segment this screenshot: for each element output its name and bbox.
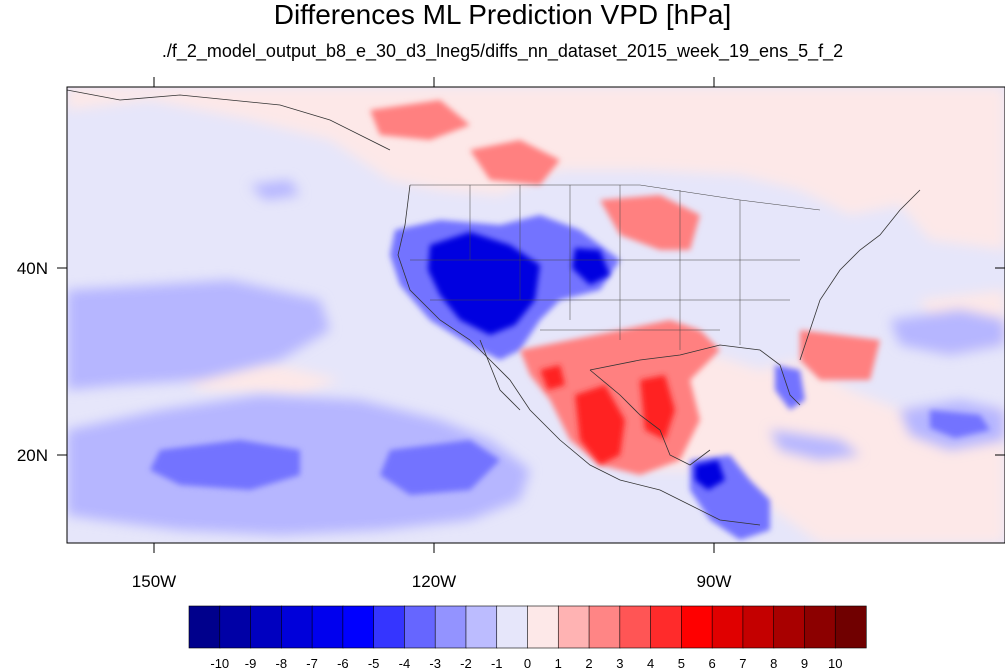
colorbar-label: 6 [709, 656, 716, 671]
colorbar-swatch [342, 605, 375, 649]
colorbar-label: 9 [801, 656, 808, 671]
colorbar-swatch [711, 605, 744, 649]
lon-label: 150W [132, 572, 176, 591]
lat-label: 20N [17, 446, 48, 465]
colorbar-label: 1 [555, 656, 562, 671]
colorbar-label: -7 [306, 656, 318, 671]
colorbar-label: 3 [616, 656, 623, 671]
colorbar-swatch [650, 605, 682, 649]
map-frame [66, 86, 1005, 544]
colorbar-swatch [373, 605, 406, 649]
colorbar-swatch [465, 605, 498, 649]
colorbar-label: -10 [210, 656, 229, 671]
colorbar-label: 8 [770, 656, 777, 671]
colorbar-label: 4 [647, 656, 654, 671]
state-borders [410, 184, 821, 350]
lon-label: 120W [412, 572, 456, 591]
colorbar-swatch [219, 605, 252, 649]
colorbar-swatch [527, 605, 559, 649]
colorbar-label: 7 [739, 656, 746, 671]
chart-title: Differences ML Prediction VPD [hPa] [273, 0, 732, 30]
colorbar-label: -1 [491, 656, 503, 671]
coastlines [67, 89, 921, 526]
colorbar-swatch [742, 605, 775, 649]
colorbar-swatch [557, 605, 590, 649]
colorbar-swatch [804, 605, 836, 649]
lat-label: 40N [17, 259, 48, 278]
colorbar-swatch [434, 605, 467, 649]
colorbar-label: -5 [368, 656, 380, 671]
map-area [67, 87, 1005, 543]
colorbar-swatch [681, 605, 713, 649]
colorbar-label: -9 [245, 656, 257, 671]
colorbar-label: -3 [429, 656, 441, 671]
anomaly-positive-medium [370, 100, 880, 475]
longitude-labels: 150W 120W 90W [132, 572, 732, 591]
colorbar-swatch [619, 605, 652, 649]
colorbar-swatch [496, 605, 529, 649]
anomaly-negative-strong [428, 232, 725, 490]
anomaly-positive-strong [540, 365, 675, 465]
colorbar-swatch [404, 605, 436, 649]
colorbar-label: 2 [585, 656, 592, 671]
colorbar-swatch [311, 605, 344, 649]
colorbar-label: -4 [399, 656, 411, 671]
colorbar: -10 -9 -8 -7 -6 -5 -4 -3 -2 -1 0 1 2 3 4 5 6 7 8 9 10 [188, 605, 867, 671]
colorbar-label: -6 [337, 656, 349, 671]
colorbar-swatch [250, 605, 282, 649]
colorbar-label: -8 [276, 656, 288, 671]
colorbar-swatch [773, 605, 806, 649]
colorbar-label: 0 [524, 656, 531, 671]
colorbar-swatch [588, 605, 621, 649]
colorbar-label: -2 [460, 656, 472, 671]
colorbar-swatch [188, 605, 221, 649]
colorbar-swatch [834, 605, 867, 649]
colorbar-label: 10 [828, 656, 842, 671]
colorbar-label: 5 [678, 656, 685, 671]
colorbar-swatch [281, 605, 313, 649]
chart-subtitle: ./f_2_model_output_b8_e_30_d3_lneg5/diff… [161, 41, 844, 61]
latitude-labels: 40N 20N [17, 259, 48, 465]
map-ticks [57, 77, 1005, 553]
lon-label: 90W [697, 572, 732, 591]
